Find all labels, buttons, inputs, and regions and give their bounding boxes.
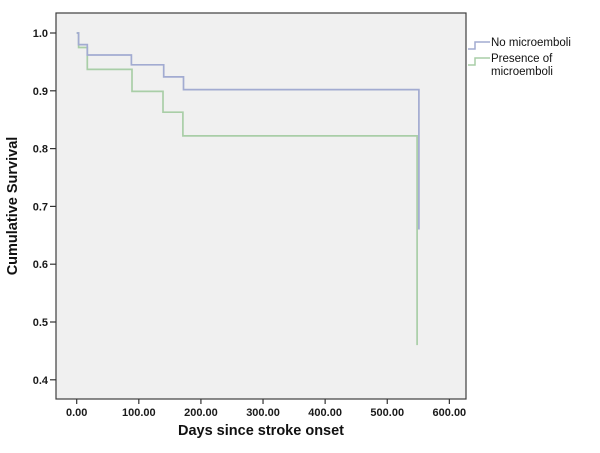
step-line-glyph [468,41,490,50]
x-tick-label: 400.00 [308,407,342,419]
legend: No microemboli Presence of microemboli [467,37,571,80]
legend-item-no-microemboli: No microemboli [467,37,571,52]
y-axis-title: Cumulative Survival [5,136,21,276]
y-tick-label: 1.0 [33,28,48,40]
legend-label-presence-of-microemboli: Presence of microemboli [491,53,553,78]
y-tick-label: 0.6 [33,259,48,271]
step-line-glyph [468,57,490,66]
x-tick-label: 0.00 [66,407,87,419]
y-tick-label: 0.5 [33,317,48,329]
plot-area [55,12,467,400]
y-tick-label: 0.4 [33,375,49,387]
x-tick-label: 200.00 [184,407,218,419]
x-tick-label: 600.00 [433,407,467,419]
survival-curve-presence-of-microemboli [76,32,418,346]
step-line-icon [468,41,490,50]
legend-label-no-microemboli: No microemboli [491,37,571,49]
survival-curve-no-microemboli [76,32,420,230]
x-axis-title: Days since stroke onset [177,423,345,439]
step-line-icon [468,57,490,66]
x-tick-label: 300.00 [246,407,280,419]
x-tick-label: 500.00 [370,407,404,419]
y-tick-label: 0.9 [33,86,48,98]
y-tick-label: 0.8 [33,144,48,156]
legend-item-presence-of-microemboli: Presence of microemboli [467,53,571,79]
x-tick-label: 100.00 [122,407,156,419]
y-tick-label: 0.7 [33,201,48,213]
